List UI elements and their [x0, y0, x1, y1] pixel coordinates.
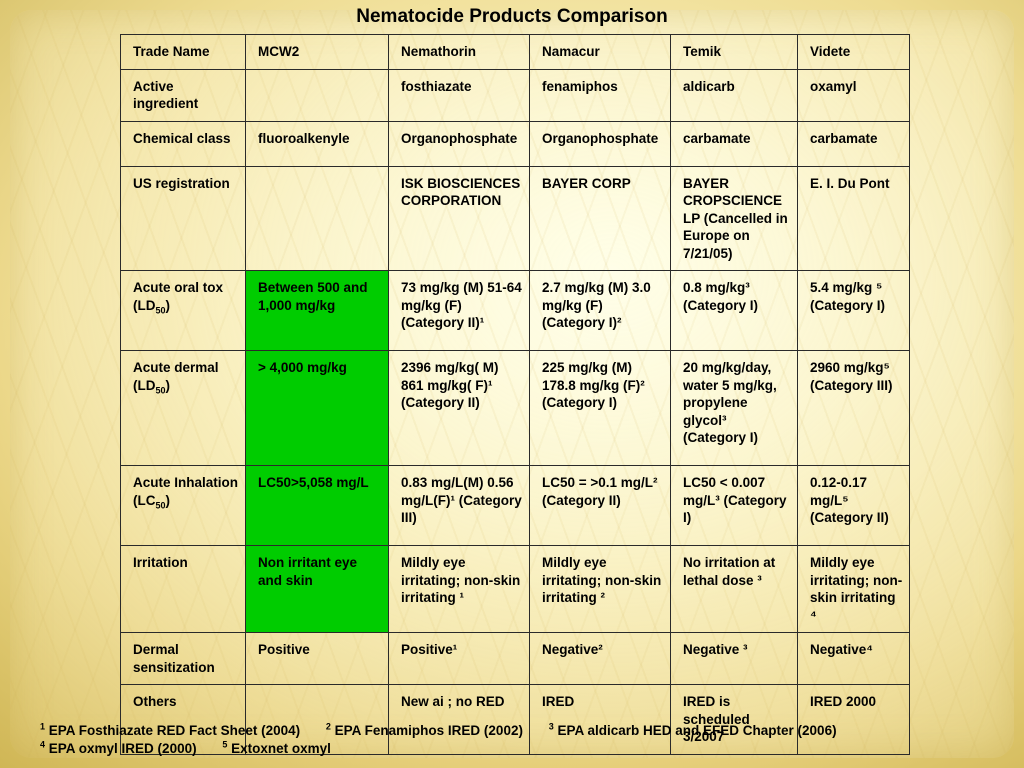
cell-temik: No irritation at lethal dose ³ — [670, 545, 798, 633]
cell-mcw2: Positive — [245, 632, 389, 685]
cell-videte: carbamate — [797, 120, 910, 167]
cell-namacur: Organophosphate — [529, 120, 671, 167]
cell-namacur: 225 mg/kg (M) 178.8 mg/kg (F)² (Category… — [529, 350, 671, 466]
header-mcw2: MCW2 — [245, 34, 389, 70]
cell-videte: 5.4 mg/kg ⁵ (Category I) — [797, 270, 910, 351]
cell-namacur: LC50 = >0.1 mg/L² (Category II) — [529, 465, 671, 546]
cell-nemathorin: ISK BIOSCIENCES CORPORATION — [388, 165, 530, 271]
cell-mcw2: Between 500 and 1,000 mg/kg — [245, 270, 389, 351]
row-dermal-sensitization: Dermal sensitization Positive Positive¹ … — [120, 632, 910, 685]
cell-nemathorin: Organophosphate — [388, 120, 530, 167]
cell-namacur: fenamiphos — [529, 68, 671, 122]
cell-namacur: IRED — [529, 684, 671, 755]
cell-temik: BAYER CROPSCIENCE LP (Cancelled in Europ… — [670, 165, 798, 271]
cell-mcw2: fluoroalkenyle — [245, 120, 389, 167]
cell-mcw2 — [245, 684, 389, 755]
row-chemical-class: Chemical class fluoroalkenyle Organophos… — [120, 120, 910, 167]
cell-nemathorin: Mildly eye irritating; non-skin irritati… — [388, 545, 530, 633]
cell-temik: Negative ³ — [670, 632, 798, 685]
cell-nemathorin: Positive¹ — [388, 632, 530, 685]
footnote-1: 1 EPA Fosthiazate RED Fact Sheet (2004) — [40, 721, 301, 738]
cell-videte: Mildly eye irritating; non-skin irritati… — [797, 545, 910, 633]
cell-videte: 2960 mg/kg⁵ (Category III) — [797, 350, 910, 466]
footnote-4: 4 EPA oxmyl IRED (2000) — [40, 739, 197, 756]
row-irritation: Irritation Non irritant eye and skin Mil… — [120, 545, 910, 633]
row-acute-dermal: Acute dermal (LD50) > 4,000 mg/kg 2396 m… — [120, 350, 910, 466]
header-temik: Temik — [670, 34, 798, 70]
cell-temik: carbamate — [670, 120, 798, 167]
row-others: Others New ai ; no RED IRED IRED is sche… — [120, 684, 910, 755]
footnote-2: 2 EPA Fenamiphos IRED (2002) — [325, 721, 523, 738]
cell-namacur: Negative² — [529, 632, 671, 685]
row-label: Irritation — [120, 545, 246, 633]
footnote-3: 3 EPA aldicarb HED and EFED Chapter (200… — [548, 721, 837, 738]
row-label: Acute dermal (LD50) — [120, 350, 246, 466]
row-label: Chemical class — [120, 120, 246, 167]
cell-nemathorin: 2396 mg/kg( M) 861 mg/kg( F)¹ (Category … — [388, 350, 530, 466]
header-namacur: Namacur — [529, 34, 671, 70]
footnote-line-1: 1 EPA Fosthiazate RED Fact Sheet (2004) … — [40, 722, 1000, 740]
cell-videte: oxamyl — [797, 68, 910, 122]
footnotes: 1 EPA Fosthiazate RED Fact Sheet (2004) … — [40, 722, 1000, 758]
cell-videte: Negative⁴ — [797, 632, 910, 685]
cell-mcw2 — [245, 68, 389, 122]
cell-nemathorin: 73 mg/kg (M) 51-64 mg/kg (F)(Category II… — [388, 270, 530, 351]
row-label: Active ingredient — [120, 68, 246, 122]
cell-namacur: 2.7 mg/kg (M) 3.0 mg/kg (F) (Category I)… — [529, 270, 671, 351]
cell-temik: 0.8 mg/kg³ (Category I) — [670, 270, 798, 351]
cell-temik: IRED is scheduled 3/2007 — [670, 684, 798, 755]
cell-nemathorin: fosthiazate — [388, 68, 530, 122]
row-label: US registration — [120, 165, 246, 271]
cell-temik: aldicarb — [670, 68, 798, 122]
row-active-ingredient: Active ingredient fosthiazate fenamiphos… — [120, 68, 910, 122]
cell-nemathorin: 0.83 mg/L(M) 0.56 mg/L(F)¹ (Category III… — [388, 465, 530, 546]
header-nemathorin: Nemathorin — [388, 34, 530, 70]
cell-mcw2: > 4,000 mg/kg — [245, 350, 389, 466]
cell-mcw2: LC50>5,058 mg/L — [245, 465, 389, 546]
row-acute-oral-tox: Acute oral tox (LD50) Between 500 and 1,… — [120, 270, 910, 351]
cell-mcw2 — [245, 165, 389, 271]
cell-namacur: BAYER CORP — [529, 165, 671, 271]
cell-mcw2: Non irritant eye and skin — [245, 545, 389, 633]
table-header-row: Trade Name MCW2 Nemathorin Namacur Temik… — [120, 34, 910, 70]
comparison-table: Trade Name MCW2 Nemathorin Namacur Temik… — [120, 34, 910, 755]
footnote-line-2: 4 EPA oxmyl IRED (2000) 5 Extoxnet oxmyl — [40, 740, 1000, 758]
row-label: Others — [120, 684, 246, 755]
row-us-registration: US registration ISK BIOSCIENCES CORPORAT… — [120, 165, 910, 271]
row-label: Dermal sensitization — [120, 632, 246, 685]
cell-videte: 0.12-0.17 mg/L⁵ (Category II) — [797, 465, 910, 546]
cell-temik: 20 mg/kg/day, water 5 mg/kg, propylene g… — [670, 350, 798, 466]
cell-videte: E. I. Du Pont — [797, 165, 910, 271]
cell-videte: IRED 2000 — [797, 684, 910, 755]
header-videte: Videte — [797, 34, 910, 70]
row-label: Acute oral tox (LD50) — [120, 270, 246, 351]
cell-namacur: Mildly eye irritating; non-skin irritati… — [529, 545, 671, 633]
header-trade-name: Trade Name — [120, 34, 246, 70]
row-acute-inhalation: Acute Inhalation (LC50) LC50>5,058 mg/L … — [120, 465, 910, 546]
footnote-5: 5 Extoxnet oxmyl — [222, 739, 331, 756]
cell-temik: LC50 < 0.007 mg/L³ (Category I) — [670, 465, 798, 546]
page-title: Nematocide Products Comparison — [356, 6, 668, 27]
row-label: Acute Inhalation (LC50) — [120, 465, 246, 546]
